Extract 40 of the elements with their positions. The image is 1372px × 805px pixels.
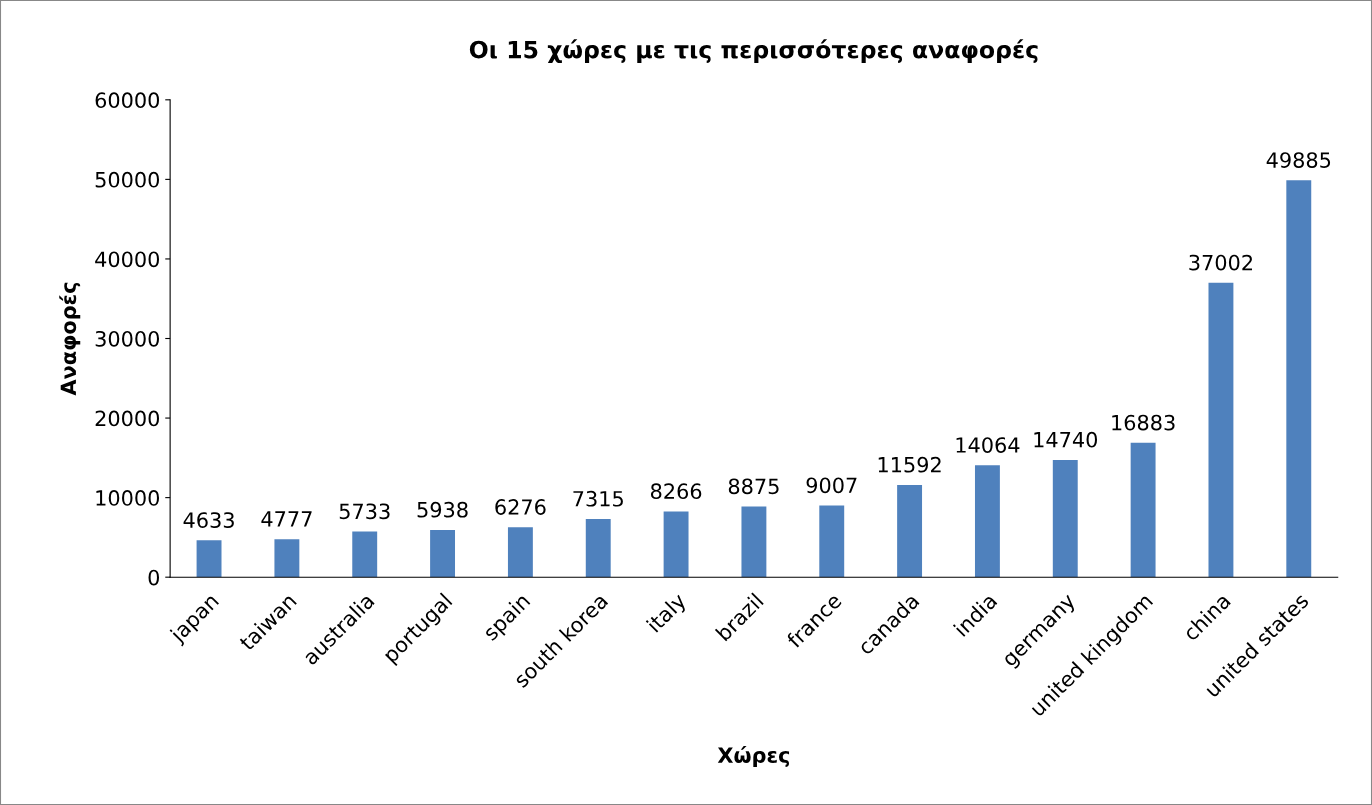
y-tick-label: 0 [148,569,160,586]
y-tick-label: 10000 [96,490,160,506]
data-label: 8875 [728,478,779,495]
bar [1208,282,1234,578]
data-label: 4777 [261,511,312,527]
data-label: 14064 [956,437,1020,453]
y-tick-label: 60000 [95,92,160,109]
y-tick-label: 20000 [95,410,160,427]
data-label: 7315 [573,490,623,507]
bar [663,511,689,578]
data-label: 11592 [878,456,941,473]
y-tick-label: 30000 [95,330,160,347]
data-label: 5733 [339,503,390,520]
data-label: 5938 [417,501,468,518]
data-label: 6276 [495,499,546,515]
bar [1130,442,1156,578]
bar [897,484,923,578]
bar [1286,180,1312,578]
bar [430,529,456,578]
x-axis-title: Χώρες [717,746,790,767]
data-label: 8266 [650,483,702,500]
bar [352,531,378,578]
y-tick-label: 40000 [95,251,160,268]
data-label: 4633 [183,512,234,528]
data-label: 37002 [1189,254,1252,271]
bar [741,506,767,578]
data-label: 16883 [1112,414,1175,431]
bar [974,465,1000,578]
data-label: 49885 [1266,152,1331,168]
chart-title: Οι 15 χώρες με τις περισσότερες αναφορές [469,39,1038,64]
data-label: 9007 [806,477,857,494]
bar [819,505,845,578]
bar [1052,459,1078,578]
data-label: 14740 [1034,431,1098,448]
bar [585,518,611,578]
y-axis-title: Αναφορές [59,282,81,396]
bar [196,540,222,578]
bar [274,539,300,578]
bar [507,527,533,578]
y-tick-label: 50000 [95,171,160,188]
